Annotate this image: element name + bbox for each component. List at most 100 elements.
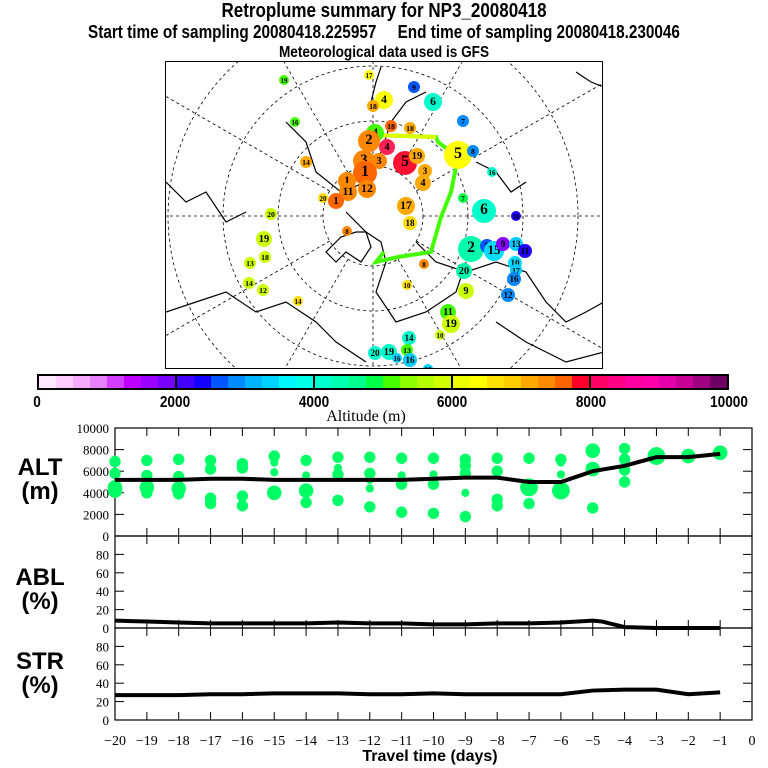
plume-marker: 3 — [371, 153, 387, 169]
alt-scatter-point — [618, 476, 631, 488]
abl-panel-label: ABL (%) — [0, 566, 80, 614]
plume-marker: 3 — [418, 164, 432, 178]
alt-mean-line — [115, 451, 721, 484]
plume-day-label: 18 — [261, 253, 269, 262]
x-tick-label: −7 — [522, 734, 537, 749]
plume-circle — [408, 81, 420, 93]
colorbar-segment — [572, 376, 589, 388]
plume-circle — [518, 244, 532, 258]
colorbar-segment — [279, 376, 296, 388]
plume-day-label: 16 — [405, 355, 415, 365]
colorbar-segment — [555, 376, 572, 388]
plume-marker: 5 — [444, 141, 472, 169]
alt-scatter-point — [298, 483, 314, 498]
plume-day-label: 13 — [511, 239, 521, 249]
plume-marker: 4 — [379, 139, 395, 155]
plume-day-label: 12 — [361, 182, 373, 195]
plume-day-label: 14 — [302, 158, 310, 167]
plume-circle — [397, 197, 415, 215]
x-tick-label: −11 — [391, 734, 412, 749]
plume-day-label: 9 — [412, 83, 416, 92]
plume-marker: 6 — [424, 93, 442, 111]
colorbar-segment — [504, 376, 521, 388]
plume-day-label: 10 — [437, 332, 445, 340]
plume-day-label: 9 — [463, 286, 468, 297]
plume-day-label: 1 — [344, 174, 350, 187]
plume-circle — [409, 148, 425, 164]
alt-scatter-point — [109, 467, 121, 480]
plume-circle — [353, 161, 377, 185]
alt-scatter-point — [618, 442, 631, 455]
colorbar-segment — [332, 376, 349, 388]
plume-day-label: 4 — [381, 93, 387, 106]
plume-marker: 9 — [408, 81, 420, 93]
plume-circle — [375, 91, 393, 109]
plume-circle — [457, 115, 469, 127]
y-tick-label: 4000 — [83, 486, 109, 501]
coastline — [575, 71, 602, 87]
plume-marker: 14 — [293, 296, 303, 306]
alt-scatter-point — [585, 443, 601, 458]
y-tick-label: 0 — [103, 713, 110, 728]
alt-scatter-point — [364, 451, 376, 463]
plume-day-label: 12 — [259, 286, 267, 295]
plume-circle — [342, 226, 352, 236]
plume-circle — [507, 272, 521, 286]
plume-marker: 20 — [265, 208, 277, 220]
colorbar-segment — [107, 376, 124, 388]
colorbar-segment — [366, 376, 383, 388]
coastline — [415, 241, 602, 323]
alt-scatter-point — [427, 452, 440, 464]
colorbar-tick-label: 2000 — [160, 394, 191, 411]
plume-day-label: 5 — [401, 153, 409, 170]
x-axis-label: Travel time (days) — [362, 748, 498, 765]
plume-day-label: 12 — [503, 290, 513, 300]
plume-marker: 14 — [243, 277, 255, 289]
alt-scatter-point — [109, 455, 121, 468]
plume-marker: 9 — [458, 283, 474, 299]
plume-marker: 12 — [257, 284, 269, 296]
plume-circle — [458, 193, 468, 203]
plume-day-label: 19 — [281, 77, 289, 85]
plume-marker: 9 — [496, 237, 510, 251]
plume-marker: 16 — [392, 353, 402, 363]
alt-scatter-point — [204, 497, 217, 510]
plume-circle — [367, 100, 379, 112]
plume-circle — [290, 117, 300, 127]
colorbar-tick-label: 8000 — [575, 394, 606, 411]
plume-circle — [467, 145, 479, 157]
x-tick-label: −2 — [681, 734, 696, 749]
alt-scatter-point — [491, 452, 503, 464]
alt-panel-label: ALT (m) — [0, 456, 80, 504]
plume-day-label: 20 — [320, 195, 328, 203]
plume-marker: 12 — [358, 180, 376, 198]
alt-scatter-point — [364, 501, 376, 513]
plume-marker: 16 — [507, 272, 521, 286]
alt-scatter-point — [332, 451, 344, 463]
colorbar-segment — [487, 376, 504, 388]
plume-marker: 10 — [402, 280, 412, 290]
str-line — [115, 687, 721, 698]
latitude-circle — [167, 62, 579, 368]
plume-circle — [402, 331, 416, 345]
plume-marker: 17 — [397, 197, 415, 215]
alt-scatter-point — [302, 471, 311, 480]
alt-label-line2: (m) — [21, 478, 59, 505]
plume-day-label: 13 — [403, 346, 411, 355]
plume-circle — [293, 296, 303, 306]
colorbar-segment — [194, 376, 211, 388]
plume-day-label: 19 — [384, 347, 394, 358]
plume-day-label: 10 — [510, 258, 520, 268]
plume-marker: 18 — [259, 251, 271, 263]
coastline — [166, 291, 367, 363]
meridian-line — [416, 240, 602, 349]
colorbar-segment — [642, 376, 659, 388]
plume-circle — [458, 283, 474, 299]
plume-day-label: 11 — [342, 185, 353, 198]
colorbar-segment — [56, 376, 73, 388]
plume-marker: 1 — [328, 193, 344, 209]
colorbar-segment — [625, 376, 642, 388]
alt-scatter-point — [556, 458, 566, 467]
plume-circle — [444, 141, 472, 169]
x-tick-label: −15 — [263, 734, 285, 749]
